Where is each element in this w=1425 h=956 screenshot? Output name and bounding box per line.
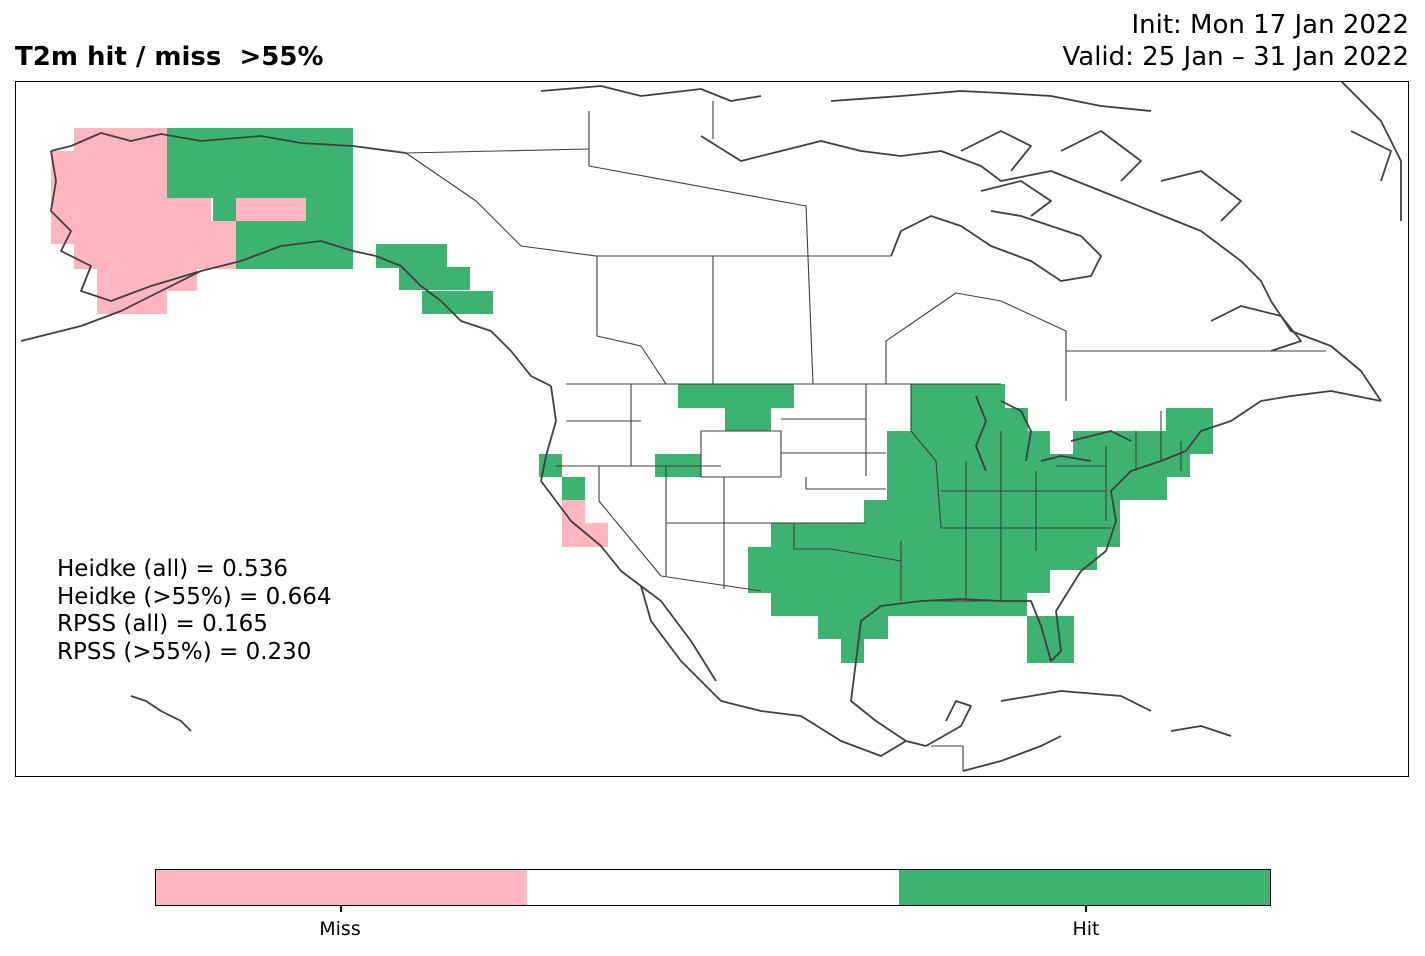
hit-cell [1166,408,1213,431]
rpss-all-score: RPSS (all) = 0.165 [57,611,268,637]
hit-cell [1027,616,1074,663]
hit-cell [748,570,1050,593]
hit-cell [562,477,585,500]
colorbar-neutral-segment [527,870,899,905]
miss-cell [562,523,608,547]
hit-cell [748,547,1097,570]
hit-cell [213,198,236,221]
hit-cell [864,500,1120,523]
colorbar-tick-miss [340,906,342,912]
hit-cell [399,267,470,290]
map-title: T2m hit / miss >55% [15,42,324,72]
init-date: Init: Mon 17 Jan 2022 [1131,10,1409,40]
coastlines [20,82,1402,772]
hit-cell [167,128,353,198]
map-panel [15,81,1409,777]
colorbar-label-hit: Hit [1072,918,1100,940]
miss-cell [562,500,585,523]
miss-cell [97,291,167,314]
hit-cell [725,408,771,431]
colorbar-tick-hit [1085,906,1087,912]
score-panel: Heidke (all) = 0.536 Heidke (>55%) = 0.6… [57,556,331,666]
miss-cell [74,244,236,269]
hit-cell [236,221,353,244]
valid-period: Valid: 25 Jan – 31 Jan 2022 [1062,42,1410,72]
state-borders [405,101,1326,771]
hit-cell [818,616,888,639]
rpss-55-score: RPSS (>55%) = 0.230 [57,638,312,665]
hit-cell [422,291,493,314]
hit-cell [887,477,1167,500]
heidke-55-score: Heidke (>55%) = 0.664 [57,583,332,610]
map-canvas [20,82,1402,772]
hit-cell [887,454,1190,477]
colorbar-miss-segment [156,870,528,905]
hit-miss-cells [51,128,1213,663]
hit-cell [887,431,1050,454]
colorbar-label-miss: Miss [319,918,361,940]
heidke-all-score: Heidke (all) = 0.536 [57,556,288,582]
miss-cell [51,221,236,244]
colorbar [155,869,1271,906]
colorbar-hit-segment [898,870,1270,905]
hit-cell [911,384,1005,408]
miss-cell [51,198,211,221]
hit-cell [283,175,306,198]
hit-cell [841,639,864,663]
hit-cell [678,384,794,408]
hit-cell [1073,431,1190,454]
miss-cell [51,151,167,186]
hit-cell [911,408,1028,431]
hit-cell [306,198,353,221]
miss-cell [236,198,306,221]
hit-cell [771,523,1120,547]
